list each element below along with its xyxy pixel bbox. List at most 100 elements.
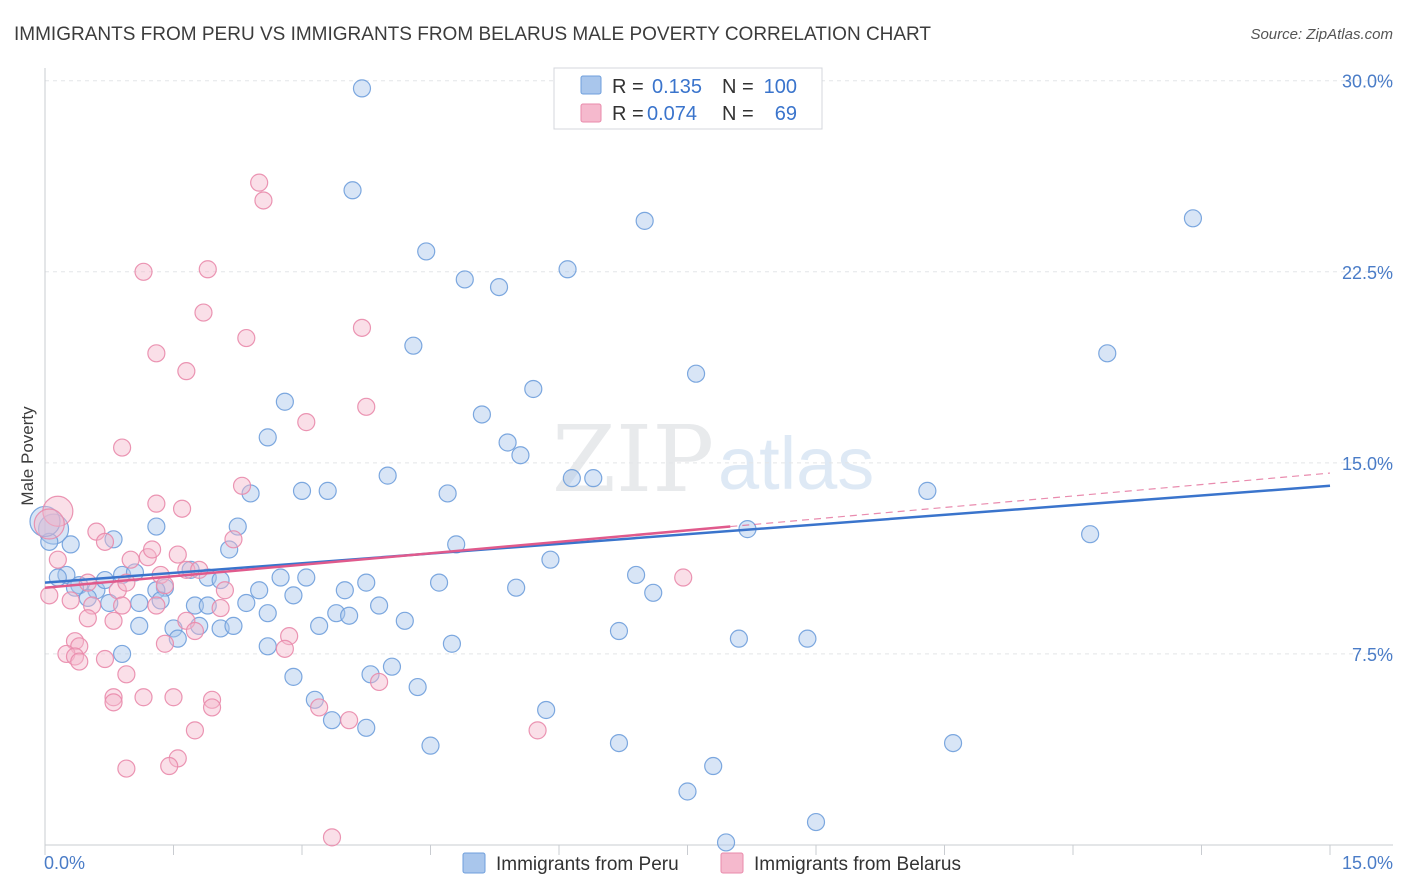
point-1-47 (275, 639, 294, 658)
trend-line-1 (44, 525, 731, 589)
point-0-14 (258, 428, 277, 447)
point-1-5 (352, 318, 372, 337)
point-1-49 (370, 672, 389, 692)
point-0-76 (258, 637, 277, 656)
point-0-20 (292, 481, 312, 500)
point-0-73 (224, 616, 243, 636)
point-1-54 (202, 690, 222, 709)
legend-swatch-belarus (580, 103, 602, 123)
series-legend-label-peru: Immigrants from Peru (496, 854, 679, 875)
point-1-53 (164, 688, 183, 707)
point-0-51 (644, 583, 663, 602)
point-1-21 (121, 550, 140, 569)
point-1-51 (104, 693, 123, 712)
point-0-49 (429, 573, 449, 592)
point-0-10 (524, 379, 543, 399)
trend-line-dashed-1 (730, 472, 1331, 528)
point-1-6 (237, 328, 256, 348)
point-0-94 (678, 782, 697, 801)
point-0-7 (558, 260, 577, 279)
point-0-13 (472, 405, 491, 424)
point-0-79 (729, 629, 749, 648)
point-1-0 (250, 173, 269, 192)
point-0-87 (322, 711, 342, 730)
point-0-90 (421, 736, 440, 755)
point-0-95 (806, 812, 826, 832)
x-tick-label-max: 15.0% (1342, 853, 1393, 873)
point-1-7 (147, 344, 166, 363)
point-0-67 (370, 596, 389, 615)
point-1-56 (310, 698, 329, 717)
point-1-26 (215, 581, 234, 600)
point-0-92 (943, 733, 963, 753)
y-tick-labels: 7.5% 15.0% 22.5% 30.0% (1342, 72, 1393, 665)
legend-r-label-peru: R = (612, 76, 644, 98)
point-0-32 (220, 540, 239, 559)
point-1-10 (297, 413, 316, 432)
point-1-17 (95, 532, 115, 551)
point-0-96 (716, 833, 736, 852)
point-0-35 (40, 532, 59, 551)
point-1-8 (177, 362, 196, 381)
legend-n-value-belarus: 69 (775, 103, 797, 125)
point-1-4 (194, 303, 213, 322)
point-0-89 (537, 700, 556, 720)
y-tick-label-0: 7.5% (1352, 645, 1393, 665)
point-1-22 (48, 550, 67, 569)
point-1-12 (232, 476, 252, 495)
point-1-65 (33, 508, 65, 540)
point-0-48 (357, 573, 376, 592)
point-0-91 (609, 733, 629, 753)
y-tick-label-3: 30.0% (1342, 72, 1393, 92)
point-0-74 (310, 616, 329, 636)
point-0-3 (1183, 209, 1203, 228)
point-1-67 (142, 540, 162, 559)
legend-n-label-peru: N = (722, 76, 754, 98)
point-0-59 (130, 593, 149, 613)
legend-r-label-belarus: R = (612, 103, 644, 125)
point-1-68 (117, 573, 136, 592)
watermark-zip: ZIP (552, 406, 714, 513)
legend-r-value-belarus: 0.074 (647, 103, 697, 125)
point-1-38 (185, 621, 205, 641)
point-0-85 (284, 667, 303, 686)
point-0-63 (237, 593, 256, 613)
data-points (29, 79, 1203, 852)
chart-source: Source: ZipAtlas.com (1250, 26, 1393, 43)
chart-title: IMMIGRANTS FROM PERU VS IMMIGRANTS FROM … (14, 24, 931, 45)
point-1-30 (61, 591, 80, 610)
point-0-6 (489, 277, 509, 297)
point-1-52 (134, 688, 153, 707)
point-0-98 (48, 568, 67, 587)
point-0-46 (271, 568, 290, 587)
point-0-23 (438, 484, 457, 503)
point-0-69 (130, 616, 149, 636)
point-0-53 (335, 581, 354, 600)
point-1-3 (198, 260, 217, 279)
point-0-1 (343, 181, 362, 200)
x-tick-label-min: 0.0% (44, 853, 85, 873)
point-1-18 (224, 530, 243, 549)
point-0-84 (408, 677, 427, 697)
series-legend-swatch-belarus (720, 852, 744, 874)
point-1-9 (357, 397, 376, 416)
point-0-47 (297, 568, 316, 587)
point-0-81 (112, 644, 132, 664)
point-1-11 (112, 438, 132, 457)
point-0-11 (686, 364, 706, 383)
point-1-58 (185, 721, 205, 740)
point-0-17 (378, 466, 397, 485)
y-tick-label-2: 22.5% (1342, 263, 1393, 283)
point-1-61 (160, 756, 179, 776)
point-1-33 (147, 596, 166, 615)
point-0-93 (704, 756, 723, 776)
point-0-77 (442, 634, 462, 653)
point-1-63 (322, 828, 342, 847)
point-0-5 (455, 270, 474, 289)
point-0-26 (1081, 525, 1100, 544)
series-legend: Immigrants from Peru Immigrants from Bel… (462, 852, 961, 875)
point-1-42 (155, 634, 175, 653)
y-tick-label-1: 15.0% (1342, 454, 1393, 474)
legend-swatch-peru (580, 75, 602, 95)
